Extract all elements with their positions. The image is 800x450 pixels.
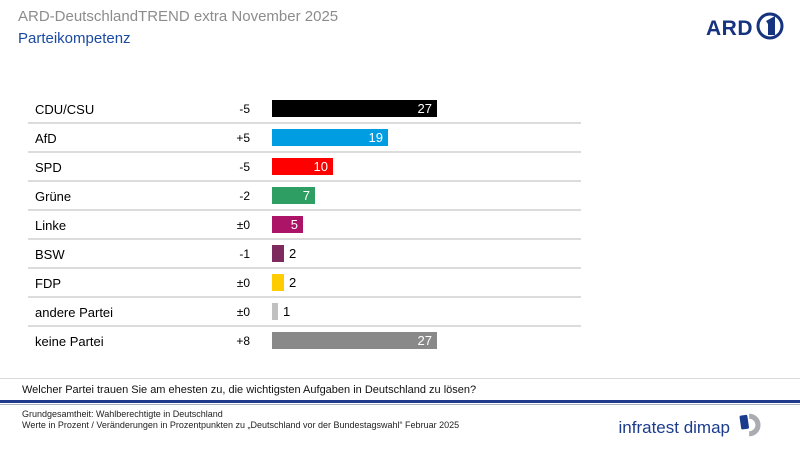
ard-logo-text: ARD xyxy=(706,16,753,40)
value-bar: 27 xyxy=(272,100,437,117)
value-label: 2 xyxy=(289,275,297,290)
value-bar: 27 xyxy=(272,332,437,349)
change-value: ±0 xyxy=(236,218,250,232)
change-value: +5 xyxy=(236,131,250,145)
change-value: -5 xyxy=(239,160,250,174)
value-bar xyxy=(272,245,284,262)
value-label: 27 xyxy=(417,333,432,348)
chart-row: CDU/CSU -5 27 xyxy=(28,95,581,124)
change-value: +8 xyxy=(236,334,250,348)
ard-logo: ARD xyxy=(706,10,786,47)
party-competence-chart: CDU/CSU -5 27 AfD +5 19 SPD -5 10 Grüne -2 7 Linke ±0… xyxy=(28,95,581,356)
party-label: FDP xyxy=(35,276,61,291)
value-bar: 10 xyxy=(272,158,333,175)
chart-row: BSW -1 2 xyxy=(28,240,581,269)
chart-subtitle: Parteikompetenz xyxy=(18,30,131,47)
party-label: Grüne xyxy=(35,189,72,204)
value-label: 7 xyxy=(302,188,310,203)
chart-row: Linke ±0 5 xyxy=(28,211,581,240)
value-label: 5 xyxy=(290,217,298,232)
change-value: ±0 xyxy=(236,276,250,290)
party-label: AfD xyxy=(35,131,57,146)
chart-row: keine Partei +8 27 xyxy=(28,327,581,356)
source-line-1: Grundgesamtheit: Wahlberechtigte in Deut… xyxy=(22,409,223,419)
ard-one-icon xyxy=(754,10,786,47)
party-label: andere Partei xyxy=(35,305,114,320)
value-bar: 7 xyxy=(272,187,315,204)
party-label: keine Partei xyxy=(35,334,104,349)
dimap-icon xyxy=(738,412,764,443)
change-value: -1 xyxy=(239,247,250,261)
party-label: BSW xyxy=(35,247,65,262)
chart-row: AfD +5 19 xyxy=(28,124,581,153)
question-divider xyxy=(0,378,800,379)
survey-question: Welcher Partei trauen Sie am ehesten zu,… xyxy=(22,384,477,396)
party-label: Linke xyxy=(35,218,67,233)
value-bar xyxy=(272,303,278,320)
party-label: SPD xyxy=(35,160,62,175)
chart-row: Grüne -2 7 xyxy=(28,182,581,211)
value-label: 27 xyxy=(417,101,432,116)
value-label: 2 xyxy=(289,246,297,261)
value-label: 19 xyxy=(368,130,383,145)
footer-rule-navy xyxy=(0,400,800,403)
infratest-dimap-logo: infratest dimap xyxy=(619,412,765,443)
footer-rule-gray xyxy=(0,404,800,405)
chart-row: andere Partei ±0 1 xyxy=(28,298,581,327)
change-value: -5 xyxy=(239,102,250,116)
page-title: ARD-DeutschlandTREND extra November 2025 xyxy=(18,8,339,25)
chart-row: FDP ±0 2 xyxy=(28,269,581,298)
infratest-dimap-wordmark: infratest dimap xyxy=(618,417,731,437)
change-value: -2 xyxy=(239,189,250,203)
value-bar xyxy=(272,274,284,291)
change-value: ±0 xyxy=(236,305,250,319)
value-label: 1 xyxy=(283,304,291,319)
party-label: CDU/CSU xyxy=(35,102,95,117)
value-label: 10 xyxy=(313,159,328,174)
source-line-2: Werte in Prozent / Veränderungen in Proz… xyxy=(22,420,460,430)
value-bar: 5 xyxy=(272,216,303,233)
value-bar: 19 xyxy=(272,129,388,146)
chart-row: SPD -5 10 xyxy=(28,153,581,182)
